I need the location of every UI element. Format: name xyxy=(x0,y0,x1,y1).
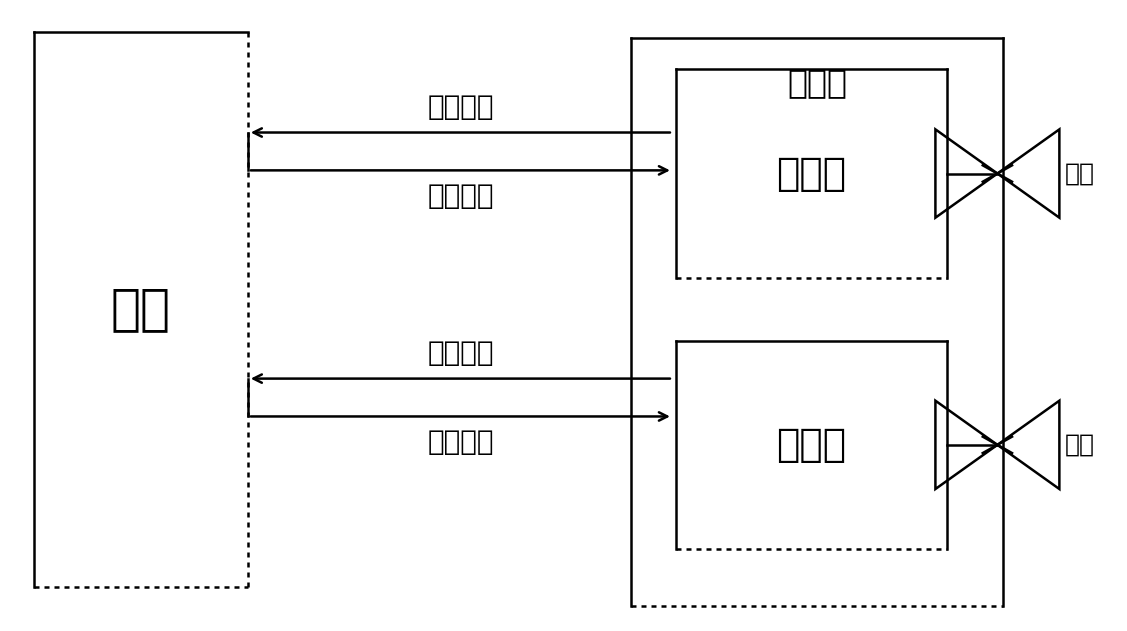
Text: 显示器: 显示器 xyxy=(787,66,848,99)
Text: 喘叭: 喘叭 xyxy=(1065,162,1095,186)
Text: 状态信息: 状态信息 xyxy=(427,428,494,456)
Text: 喘叭: 喘叭 xyxy=(1065,433,1095,457)
Text: 自检信息: 自检信息 xyxy=(427,339,494,367)
Text: 状态信息: 状态信息 xyxy=(427,182,494,209)
Text: 备用系: 备用系 xyxy=(777,426,846,464)
Text: 自检信息: 自检信息 xyxy=(427,93,494,121)
Text: 工作系: 工作系 xyxy=(777,155,846,192)
Text: 主机: 主机 xyxy=(110,285,171,333)
